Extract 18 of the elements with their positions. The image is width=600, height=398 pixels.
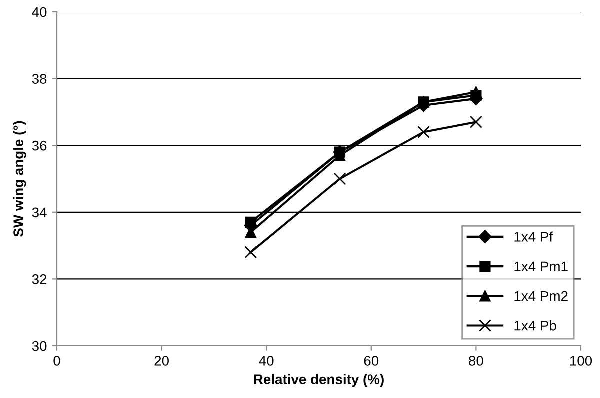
y-axis-title: SW wing angle (°) [13,121,26,237]
legend-label: 1x4 Pm2 [514,291,568,302]
legend-label: 1x4 Pb [514,320,556,331]
y-tick-label: 34 [32,208,47,218]
y-tick-label: 40 [32,7,47,18]
x-tick-label: 60 [364,356,379,366]
y-tick-label: 32 [32,274,47,284]
x-tick-label: 0 [54,356,60,366]
y-tick-label: 38 [32,74,47,84]
x-tick-label: 80 [469,356,484,366]
x-tick-label: 40 [259,356,274,366]
x-axis-title: Relative density (%) [254,374,384,388]
y-tick-label: 36 [32,140,47,151]
y-tick-label: 30 [32,341,47,352]
x-tick-label: 100 [570,356,592,366]
legend-label: 1x4 Pf [514,232,554,242]
legend-label: 1x4 Pm1 [514,262,568,272]
x-tick-label: 20 [154,356,169,366]
